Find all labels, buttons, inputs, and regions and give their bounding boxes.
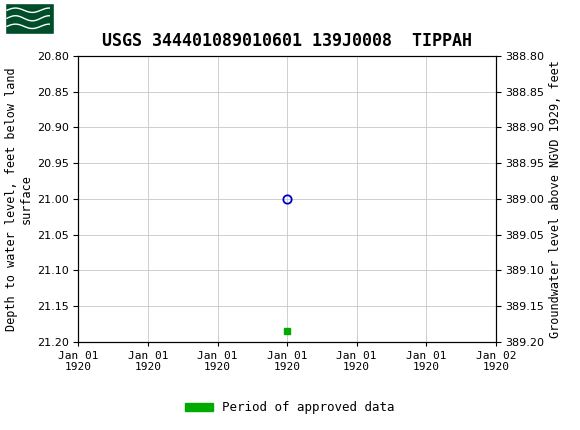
Bar bbox=[5, 3, 54, 34]
Y-axis label: Groundwater level above NGVD 1929, feet: Groundwater level above NGVD 1929, feet bbox=[549, 60, 562, 338]
Y-axis label: Depth to water level, feet below land
surface: Depth to water level, feet below land su… bbox=[5, 67, 32, 331]
Title: USGS 344401089010601 139J0008  TIPPAH: USGS 344401089010601 139J0008 TIPPAH bbox=[102, 32, 472, 50]
Legend: Period of approved data: Period of approved data bbox=[180, 396, 400, 419]
Text: USGS: USGS bbox=[61, 9, 116, 27]
